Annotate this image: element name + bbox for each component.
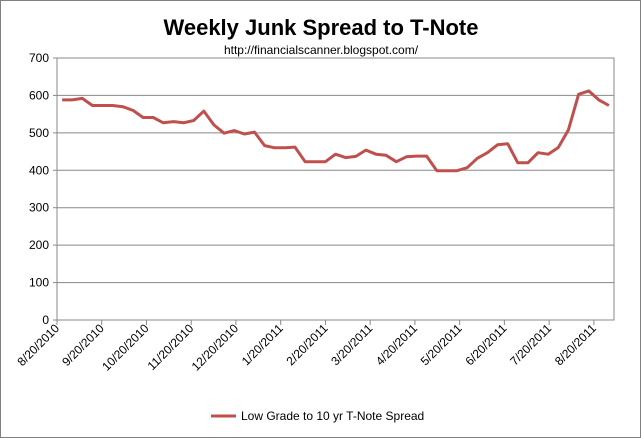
- y-axis-ticks: 0 100 200 300 400 500 600 700: [29, 51, 57, 327]
- x-tick-label: 8/20/2010: [14, 321, 62, 369]
- x-tick-label: 2/20/2011: [284, 321, 331, 368]
- x-tick-label: 5/20/2011: [418, 321, 465, 368]
- y-tick-label: 700: [29, 51, 49, 65]
- x-tick-label: 10/20/2010: [99, 321, 152, 374]
- x-tick-label: 12/20/2010: [189, 321, 242, 374]
- y-tick-label: 0: [42, 313, 49, 327]
- x-tick-label: 3/20/2011: [328, 321, 375, 368]
- y-tick-label: 400: [29, 163, 49, 177]
- y-tick-label: 500: [29, 126, 49, 140]
- chart-title: Weekly Junk Spread to T-Note: [163, 15, 478, 40]
- series-group: [62, 89, 610, 173]
- legend-label: Low Grade to 10 yr T-Note Spread: [241, 409, 424, 423]
- x-tick-label: 8/20/2011: [552, 321, 599, 368]
- gridlines: [57, 94, 614, 284]
- y-tick-label: 600: [29, 88, 49, 102]
- x-tick-label: 1/20/2011: [239, 321, 286, 368]
- x-tick-label: 11/20/2010: [145, 321, 197, 373]
- plot-area: [56, 57, 615, 321]
- x-axis-ticks: 8/20/20109/20/201010/20/201011/20/201012…: [14, 320, 599, 374]
- x-tick-label: 4/20/2011: [373, 321, 420, 368]
- x-tick-label: 6/20/2011: [462, 321, 509, 368]
- y-tick-label: 300: [29, 201, 49, 215]
- x-tick-label: 7/20/2011: [507, 321, 554, 368]
- chart-subtitle: http://financialscanner.blogspot.com/: [224, 43, 419, 57]
- series-line: [62, 89, 610, 173]
- y-tick-label: 100: [29, 276, 49, 290]
- y-tick-label: 200: [29, 238, 49, 252]
- legend: Low Grade to 10 yr T-Note Spread: [211, 409, 424, 423]
